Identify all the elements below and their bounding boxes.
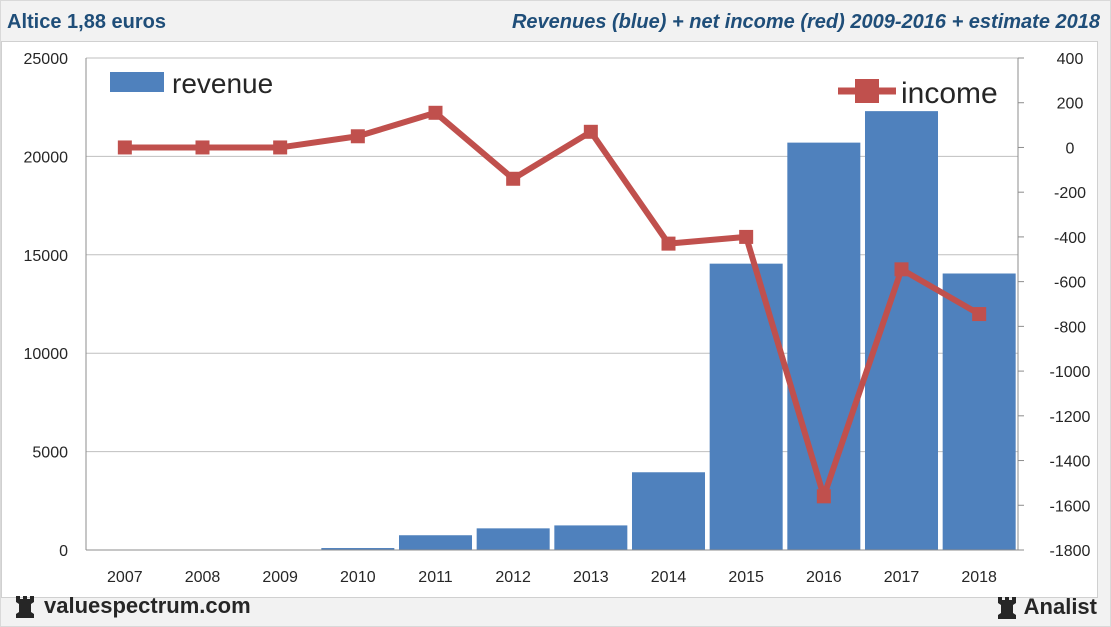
income-line <box>124 109 981 500</box>
revenue-bar <box>321 548 395 550</box>
income-point <box>894 262 909 277</box>
brand-label: Analist <box>1023 594 1097 619</box>
income-point <box>816 489 831 504</box>
x-tick-label: 2016 <box>806 569 842 586</box>
y-right-tick-label: -200 <box>1054 185 1086 202</box>
y-right-tick-label: -1000 <box>1050 364 1091 381</box>
y-right-tick-label: 400 <box>1057 51 1084 68</box>
revenue-bar <box>554 525 628 550</box>
y-right-tick-label: -400 <box>1054 230 1086 247</box>
x-tick-label: 2010 <box>340 569 376 586</box>
x-tick-label: 2015 <box>728 569 764 586</box>
income-point <box>273 140 288 155</box>
revenue-bar <box>787 142 861 550</box>
income-point <box>972 307 987 322</box>
income-point <box>350 129 365 144</box>
y-left-tick-label: 0 <box>59 543 68 560</box>
y-right-tick-label: -1200 <box>1050 409 1091 426</box>
rook-icon <box>16 596 34 618</box>
legend-revenue-swatch <box>110 72 164 92</box>
revenue-bar <box>476 528 550 550</box>
x-tick-label: 2008 <box>185 569 221 586</box>
income-point <box>117 140 132 155</box>
x-tick-label: 2017 <box>884 569 920 586</box>
x-tick-label: 2011 <box>418 569 453 586</box>
revenue-bar <box>864 111 939 551</box>
income-point <box>583 124 598 139</box>
income-point <box>428 105 443 120</box>
company-title: Altice 1,88 euros <box>7 11 166 33</box>
rook-icon <box>997 597 1016 619</box>
y-left-tick-label: 10000 <box>24 346 69 363</box>
revenue-bar <box>398 535 473 550</box>
legend-income-marker <box>855 79 879 103</box>
x-tick-label: 2013 <box>573 569 609 586</box>
x-tick-label: 2014 <box>651 569 687 586</box>
y-right-tick-label: -800 <box>1054 319 1086 336</box>
y-left-tick-label: 15000 <box>24 248 69 265</box>
y-right-tick-label: 0 <box>1066 140 1075 157</box>
income-point <box>739 229 754 244</box>
x-tick-label: 2007 <box>107 569 143 586</box>
footer-brand[interactable]: Analist <box>996 594 1097 620</box>
x-tick-label: 2012 <box>495 569 531 586</box>
y-right-tick-label: -600 <box>1054 275 1086 292</box>
revenue-bar <box>631 472 706 550</box>
y-right-tick-label: -1400 <box>1050 454 1091 471</box>
footer-site[interactable]: valuespectrum.com <box>14 593 251 619</box>
x-tick-label: 2009 <box>262 569 298 586</box>
legend-revenue-label: revenue <box>172 68 273 99</box>
income-point <box>661 236 676 251</box>
site-label: valuespectrum.com <box>44 593 251 618</box>
y-right-tick-label: 200 <box>1057 96 1084 113</box>
income-point <box>195 140 210 155</box>
y-right-tick-label: -1600 <box>1050 498 1091 515</box>
legend-income-label: income <box>901 77 998 110</box>
y-left-tick-label: 25000 <box>24 51 69 68</box>
revenue-bar <box>709 263 783 550</box>
x-tick-label: 2018 <box>961 569 997 586</box>
chart-title: Revenues (blue) + net income (red) 2009-… <box>511 11 1100 33</box>
y-left-tick-label: 5000 <box>32 445 68 462</box>
income-point <box>506 171 521 186</box>
y-right-tick-label: -1800 <box>1050 543 1091 560</box>
y-left-tick-label: 20000 <box>24 149 69 166</box>
